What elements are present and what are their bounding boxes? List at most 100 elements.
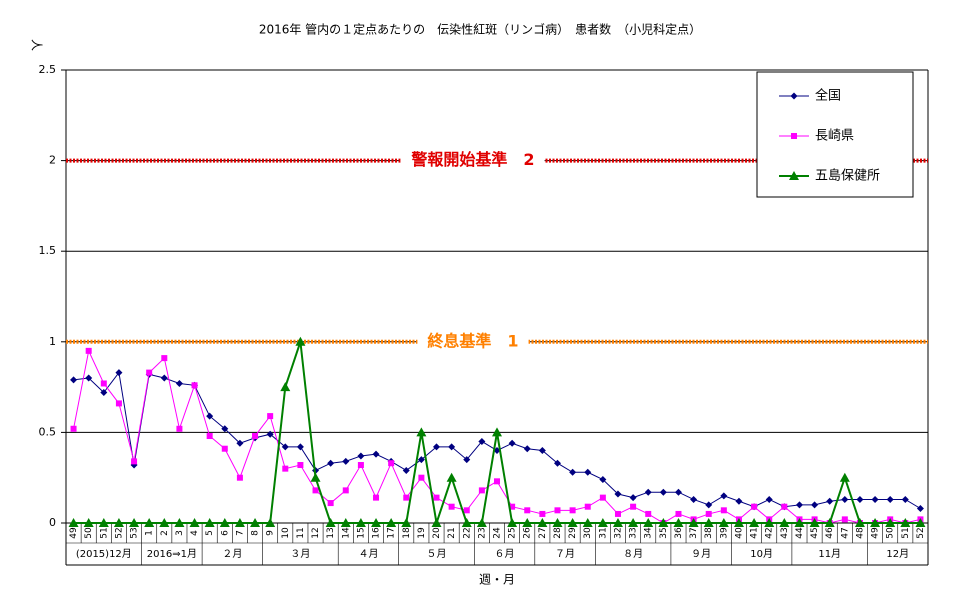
data-point [295, 336, 306, 346]
data-point [401, 518, 412, 527]
data-point [161, 355, 168, 362]
data-point [841, 516, 848, 523]
data-point [174, 518, 185, 527]
y-axis-label: 人 [30, 39, 44, 51]
data-point [524, 507, 531, 514]
data-point [614, 490, 622, 498]
x-tick-label: 21 [447, 527, 457, 538]
month-label: ２月 [222, 548, 242, 560]
x-tick-label: 47 [840, 527, 850, 538]
x-tick-label: 8 [251, 530, 261, 536]
x-tick-label: 26 [523, 527, 533, 539]
x-tick-label: 23 [477, 527, 487, 538]
data-point [371, 518, 382, 527]
data-point [340, 518, 351, 527]
data-point [794, 518, 805, 527]
data-point [791, 133, 797, 139]
data-point [781, 503, 788, 510]
data-point [584, 468, 592, 476]
data-point [115, 400, 122, 407]
data-point [597, 518, 608, 527]
data-point [234, 518, 245, 527]
data-point [718, 518, 729, 527]
x-tick-label: 28 [553, 527, 563, 539]
data-point [494, 478, 500, 485]
month-label: ４月 [358, 548, 378, 560]
x-tick-label: 38 [704, 527, 714, 539]
data-point [552, 518, 563, 527]
month-label: ９月 [691, 548, 711, 560]
data-point [176, 425, 183, 432]
data-point [388, 460, 395, 467]
data-point [219, 518, 230, 527]
month-label: 10月 [750, 548, 773, 560]
y-tick-label: 0 [49, 516, 56, 529]
data-point [703, 518, 714, 527]
data-point [809, 518, 820, 527]
data-point [98, 518, 109, 527]
data-point [764, 518, 775, 527]
x-tick-label: 6 [220, 530, 230, 536]
data-point [523, 445, 531, 453]
data-point [645, 510, 652, 517]
data-point [795, 501, 803, 509]
data-point [478, 437, 486, 445]
data-point [463, 507, 470, 514]
y-tick-label: 2.5 [39, 63, 57, 76]
data-point [674, 488, 682, 496]
data-point [841, 495, 849, 503]
x-tick-label: 5 [205, 530, 215, 536]
data-point [416, 427, 427, 437]
data-point [373, 494, 380, 501]
data-point [312, 487, 319, 494]
x-tick-label: 12 [311, 527, 321, 538]
data-point [418, 474, 425, 481]
x-tick-label: 33 [629, 527, 639, 538]
x-tick-label: 39 [719, 527, 729, 539]
month-label: ８月 [623, 548, 643, 560]
data-point [70, 376, 78, 384]
x-tick-label: 3 [175, 530, 185, 536]
data-point [856, 495, 864, 503]
data-point [629, 494, 637, 502]
data-point [839, 472, 850, 482]
data-point [403, 494, 410, 501]
data-point [659, 488, 667, 496]
data-point [644, 488, 652, 496]
x-tick-label: 37 [689, 527, 699, 538]
data-point [221, 425, 229, 433]
data-point [206, 412, 214, 420]
x-tick-label: 22 [462, 527, 472, 538]
x-tick-label: 30 [583, 527, 593, 539]
data-point [189, 518, 200, 527]
month-label: ７月 [555, 548, 575, 560]
x-tick-label: 34 [644, 527, 654, 539]
data-point [509, 503, 516, 510]
y-tick-label: 2 [49, 154, 56, 167]
x-tick-label: 50 [84, 527, 94, 539]
data-point [386, 518, 397, 527]
x-tick-label: 27 [538, 527, 548, 538]
data-point [431, 518, 442, 527]
data-point [733, 518, 744, 527]
data-point [85, 347, 92, 354]
data-point [599, 494, 606, 501]
data-point [129, 518, 140, 527]
y-tick-label: 1.5 [39, 244, 57, 257]
x-tick-label: 35 [659, 527, 669, 538]
reference-label-bg [417, 329, 529, 353]
data-point [206, 433, 213, 440]
data-point [265, 518, 276, 527]
month-label: (2015)12月 [76, 548, 132, 560]
data-point [131, 458, 138, 465]
data-point [582, 518, 593, 527]
x-tick-label: 20 [432, 527, 442, 539]
data-point [537, 518, 548, 527]
data-point [643, 518, 654, 527]
x-tick-label: 52 [916, 527, 926, 538]
data-point [824, 518, 835, 527]
data-point [811, 501, 819, 509]
data-point [159, 518, 170, 527]
data-point [720, 492, 728, 500]
x-tick-label: 7 [235, 530, 245, 536]
